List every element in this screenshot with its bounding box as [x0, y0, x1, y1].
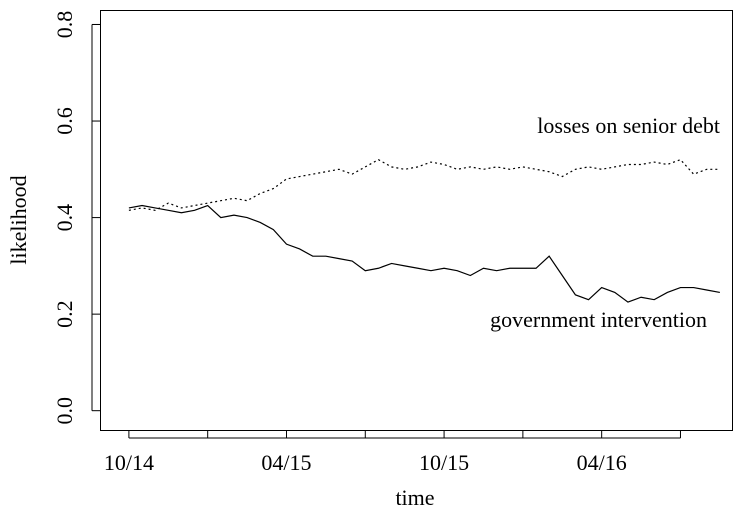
- y-tick-label: 0.4: [52, 204, 77, 232]
- y-tick-label: 0.0: [52, 397, 77, 425]
- x-tick-label: 10/15: [419, 450, 469, 475]
- series-line: [128, 204, 720, 303]
- series-label: losses on senior debt: [537, 113, 720, 138]
- x-tick-label: 04/15: [261, 450, 311, 475]
- x-tick-label: 04/16: [577, 450, 627, 475]
- y-tick-label: 0.8: [52, 11, 77, 38]
- series-label: government intervention: [490, 307, 707, 332]
- x-tick-label: 10/14: [104, 450, 154, 475]
- plot-box: [100, 10, 733, 431]
- x-axis-label: time: [395, 485, 434, 510]
- y-tick-label: 0.2: [52, 300, 77, 328]
- y-tick-label: 0.6: [52, 107, 77, 135]
- series-line: [128, 158, 720, 211]
- y-axis-label: likelihood: [6, 175, 31, 264]
